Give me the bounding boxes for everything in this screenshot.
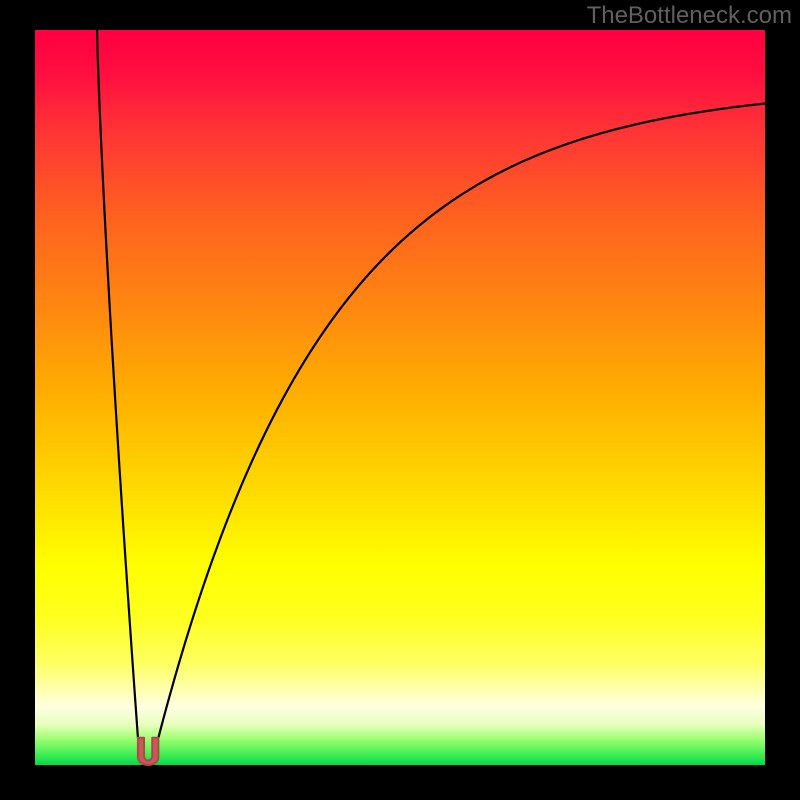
watermark-text: TheBottleneck.com <box>587 2 792 30</box>
plot-background <box>35 30 765 765</box>
chart-svg <box>0 0 800 800</box>
bottleneck-chart: TheBottleneck.com <box>0 0 800 800</box>
